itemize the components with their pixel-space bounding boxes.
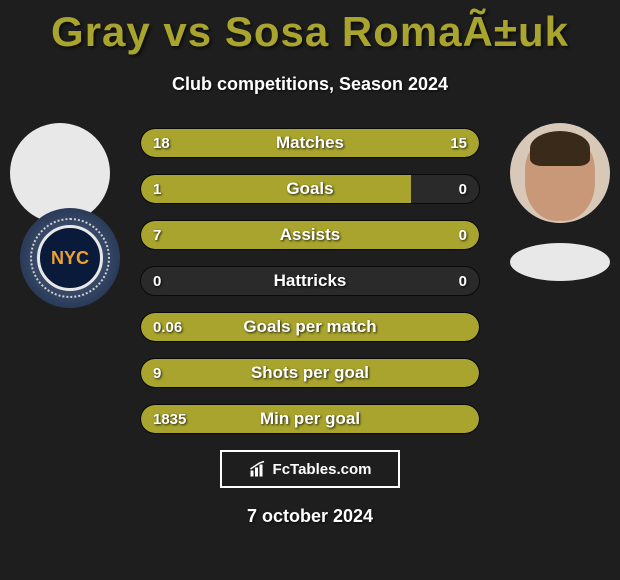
stat-label: Matches <box>141 129 479 157</box>
club-badge-monogram: NYC <box>37 225 103 291</box>
stat-bar: 00Hattricks <box>140 266 480 296</box>
comparison-title: Gray vs Sosa RomaÃ±uk <box>0 0 620 56</box>
stats-bars: 1815Matches 10Goals 70Assists 00Hattricks 0.… <box>140 123 480 434</box>
left-player-club-badge: NYC <box>20 208 120 308</box>
stat-bar: 10Goals <box>140 174 480 204</box>
stat-label: Min per goal <box>141 405 479 433</box>
stat-bar: 1835Min per goal <box>140 404 480 434</box>
stat-bar: 0.06Goals per match <box>140 312 480 342</box>
comparison-subtitle: Club competitions, Season 2024 <box>0 74 620 95</box>
stat-label: Shots per goal <box>141 359 479 387</box>
stat-bar: 9Shots per goal <box>140 358 480 388</box>
stat-label: Assists <box>141 221 479 249</box>
stat-bar: 70Assists <box>140 220 480 250</box>
stat-label: Hattricks <box>141 267 479 295</box>
right-player-club-badge <box>510 243 610 281</box>
stat-label: Goals per match <box>141 313 479 341</box>
source-attribution: FcTables.com <box>220 450 400 488</box>
comparison-content: NYC 1815Matches 10Goals 70Assists 00Hattric… <box>0 123 620 434</box>
right-player-avatar <box>510 123 610 223</box>
stat-label: Goals <box>141 175 479 203</box>
chart-icon <box>249 460 267 478</box>
comparison-date: 7 october 2024 <box>0 506 620 527</box>
source-label: FcTables.com <box>273 461 372 478</box>
stat-bar: 1815Matches <box>140 128 480 158</box>
